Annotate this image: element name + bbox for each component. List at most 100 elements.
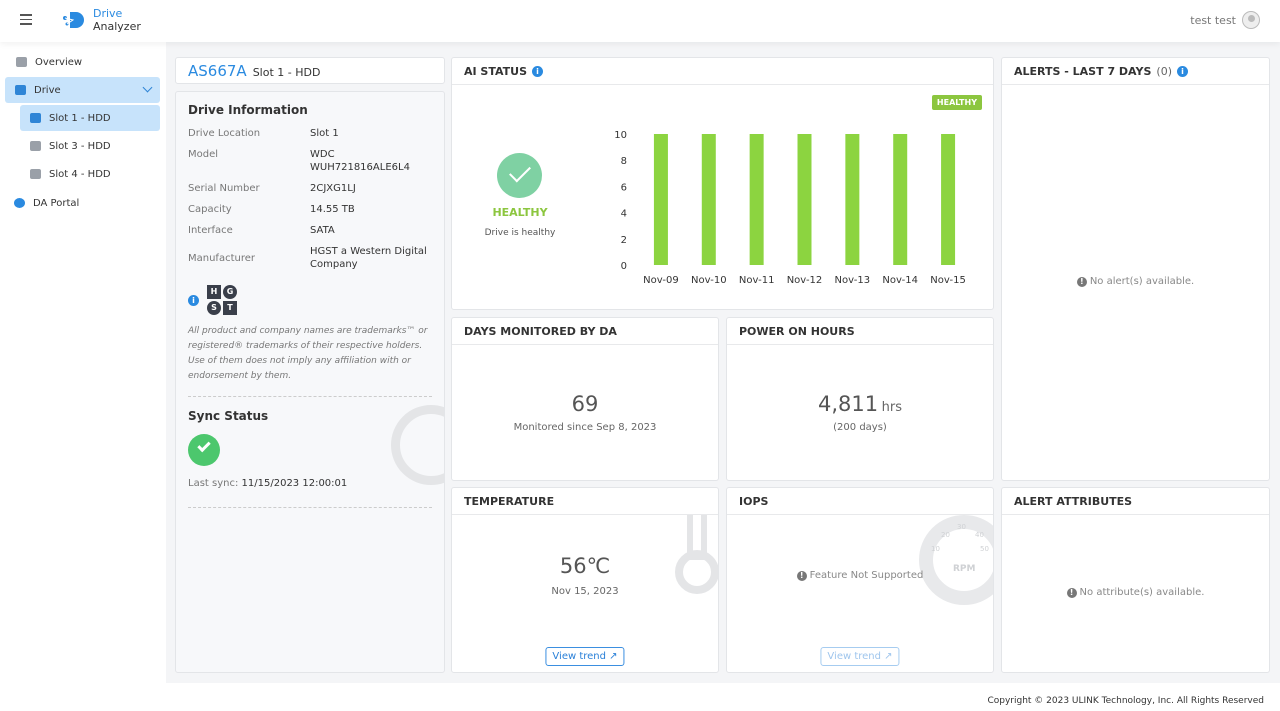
sidebar-item-slot4[interactable]: Slot 4 - HDD bbox=[20, 161, 160, 187]
card-title: DAYS MONITORED BY DA bbox=[464, 324, 617, 338]
alert-attributes-card: ALERT ATTRIBUTES ! No attribute(s) availa… bbox=[1001, 487, 1270, 673]
bar bbox=[701, 134, 716, 265]
sidebar-item-da-portal[interactable]: DA Portal bbox=[4, 190, 160, 216]
ai-status-card: AI STATUS i HEALTHY HEALTHY Drive is heal… bbox=[451, 57, 994, 310]
brand-line1: Drive bbox=[93, 7, 123, 20]
view-trend-button[interactable]: View trend ↗ bbox=[820, 647, 900, 666]
sidebar-item-label: Slot 4 - HDD bbox=[49, 168, 111, 180]
y-tick-label: 2 bbox=[621, 235, 627, 246]
logo-letter: T bbox=[223, 301, 237, 315]
alerts-card: ALERTS - LAST 7 DAYS (0) i ! No alert(s) av… bbox=[1001, 57, 1270, 481]
field-value: Slot 1 bbox=[310, 128, 339, 139]
gauge-label: RPM bbox=[953, 564, 976, 574]
field-value: 14.55 TB bbox=[310, 204, 355, 215]
power-subtext: (200 days) bbox=[833, 422, 887, 433]
bar bbox=[893, 134, 908, 265]
not-supported-message: Feature Not Supported bbox=[809, 570, 924, 581]
manufacturer-logo-row: i H G S T bbox=[188, 285, 432, 315]
menu-toggle-icon[interactable] bbox=[20, 14, 32, 26]
x-tick-label: Nov-09 bbox=[643, 275, 679, 286]
sidebar-item-label: DA Portal bbox=[33, 197, 80, 209]
info-icon[interactable]: i bbox=[1177, 65, 1188, 77]
y-tick-label: 4 bbox=[621, 209, 627, 220]
alerts-empty: ! No alert(s) available. bbox=[1002, 276, 1269, 287]
x-tick-label: Nov-12 bbox=[787, 275, 823, 286]
gauge-label: 10 bbox=[931, 545, 940, 553]
logo-letter: H bbox=[207, 285, 221, 299]
gauge-label: 50 bbox=[980, 545, 989, 553]
button-label: View trend bbox=[827, 651, 881, 662]
info-icon[interactable]: i bbox=[188, 294, 199, 306]
bar bbox=[941, 134, 956, 265]
top-header: Drive Analyzer test test bbox=[0, 0, 1280, 42]
field-value: 2CJXG1LJ bbox=[310, 183, 356, 194]
view-trend-button[interactable]: View trend ↗ bbox=[545, 647, 625, 666]
bar bbox=[653, 134, 668, 265]
y-tick-label: 8 bbox=[621, 156, 627, 167]
field-label: Manufacturer bbox=[188, 252, 255, 264]
drive-icon bbox=[30, 169, 41, 179]
card-title: IOPS bbox=[739, 494, 769, 508]
section-title: Drive Information bbox=[188, 103, 308, 117]
card-header: ALERT ATTRIBUTES bbox=[1002, 488, 1269, 515]
field-value: SATA bbox=[310, 225, 335, 236]
card-title: POWER ON HOURS bbox=[739, 324, 855, 338]
sidebar-item-label: Drive bbox=[34, 84, 61, 96]
info-icon[interactable]: i bbox=[532, 65, 544, 77]
days-value: 69 bbox=[571, 392, 599, 416]
sidebar: Overview Drive Slot 1 - HDD Slot 3 - HDD… bbox=[0, 42, 166, 711]
sync-success-icon bbox=[188, 434, 220, 466]
card-header: IOPS bbox=[727, 488, 993, 515]
iops-not-supported: ! Feature Not Supported bbox=[727, 570, 993, 581]
sidebar-item-slot3[interactable]: Slot 3 - HDD bbox=[20, 133, 160, 159]
sidebar-item-overview[interactable]: Overview bbox=[6, 49, 160, 75]
drive-icon bbox=[15, 85, 26, 95]
health-status-text: Drive is healthy bbox=[484, 228, 556, 238]
y-tick-label: 6 bbox=[621, 182, 627, 193]
days-monitored-card: DAYS MONITORED BY DA 69 Monitored since … bbox=[451, 317, 719, 481]
card-title: TEMPERATURE bbox=[464, 494, 555, 508]
last-sync-label: Last sync: bbox=[188, 478, 239, 489]
days-subtext: Monitored since Sep 8, 2023 bbox=[513, 422, 657, 433]
sidebar-item-label: Slot 1 - HDD bbox=[49, 112, 111, 124]
x-tick-label: Nov-10 bbox=[691, 275, 727, 286]
x-tick-label: Nov-13 bbox=[835, 275, 871, 286]
attributes-empty: ! No attribute(s) available. bbox=[1002, 587, 1269, 598]
bar bbox=[797, 134, 812, 265]
card-header: ALERTS - LAST 7 DAYS (0) i bbox=[1002, 58, 1269, 85]
field-label: Serial Number bbox=[188, 183, 260, 194]
sidebar-item-drive[interactable]: Drive bbox=[5, 77, 160, 103]
card-header: DAYS MONITORED BY DA bbox=[452, 318, 718, 345]
exclamation-icon: ! bbox=[1066, 588, 1077, 598]
power-hours: 4,811 bbox=[818, 392, 879, 416]
sidebar-item-label: Slot 3 - HDD bbox=[49, 140, 111, 152]
field-label: Interface bbox=[188, 225, 233, 236]
exclamation-icon: ! bbox=[1076, 277, 1087, 287]
gauge-label: 30 bbox=[957, 523, 966, 531]
gauge-watermark-icon: 10 20 30 40 50 RPM bbox=[919, 515, 993, 605]
bar bbox=[749, 134, 764, 265]
drive-id: AS667A bbox=[188, 62, 247, 80]
gauge-label: 20 bbox=[941, 531, 950, 539]
healthy-check-icon bbox=[497, 153, 542, 198]
card-title: ALERT ATTRIBUTES bbox=[1014, 494, 1133, 508]
bar bbox=[845, 134, 860, 265]
y-tick-label: 0 bbox=[621, 261, 627, 272]
card-header: TEMPERATURE bbox=[452, 488, 718, 515]
trend-up-icon: ↗ bbox=[884, 651, 893, 662]
health-status: HEALTHY bbox=[492, 206, 548, 219]
user-menu[interactable]: test test bbox=[1190, 11, 1260, 29]
drive-information-panel: Drive Information Drive Location Slot 1 Mo… bbox=[175, 91, 445, 673]
logo-letter: S bbox=[207, 301, 221, 315]
healthy-badge: HEALTHY bbox=[931, 95, 982, 110]
field-value: WDC WUH721816ALE6L4 bbox=[310, 149, 410, 173]
footer: Copyright © 2023 ULINK Technology, Inc. … bbox=[166, 683, 1280, 711]
temperature-value: 56℃ bbox=[559, 554, 611, 578]
y-tick-label: 10 bbox=[614, 130, 627, 141]
last-sync-value: 11/15/2023 12:00:01 bbox=[241, 478, 348, 489]
empty-message: No attribute(s) available. bbox=[1079, 587, 1205, 598]
power-value: 4,811 hrs bbox=[727, 392, 993, 416]
last-sync: Last sync: 11/15/2023 12:00:01 bbox=[188, 478, 432, 508]
sidebar-item-slot1[interactable]: Slot 1 - HDD bbox=[20, 105, 160, 131]
x-tick-label: Nov-15 bbox=[930, 275, 966, 286]
